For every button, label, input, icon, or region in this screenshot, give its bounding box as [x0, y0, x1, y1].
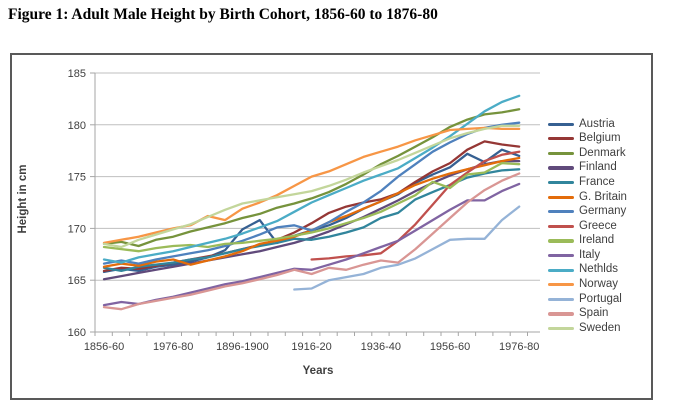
legend-swatch-ireland [548, 239, 574, 243]
legend-item-finland: Finland [548, 161, 652, 176]
legend-swatch-france [548, 181, 574, 185]
legend-item-nethlds: Nethlds [548, 263, 652, 278]
figure-title: Figure 1: Adult Male Height by Birth Coh… [8, 6, 438, 23]
x-tick-label-1: 1976-80 [153, 341, 193, 353]
x-tick-label-5: 1956-60 [430, 341, 470, 353]
y-tick-label-185: 185 [68, 68, 86, 80]
legend-item-greece: Greece [548, 219, 652, 234]
y-tick-label-165: 165 [68, 275, 86, 287]
x-tick-label-2: 1896-1900 [216, 341, 269, 353]
y-tick-label-160: 160 [68, 327, 86, 339]
x-tick-label-0: 1856-60 [84, 341, 124, 353]
legend-item-germany: Germany [548, 205, 652, 220]
legend: Austria Belgium Denmark Finland France G. Bri… [548, 117, 652, 336]
legend-label-nethlds: Nethlds [579, 263, 618, 276]
legend-item-sweden: Sweden [548, 321, 652, 336]
series-line-finland [102, 159, 521, 281]
legend-label-g-britain: G. Britain [579, 190, 627, 203]
legend-item-denmark: Denmark [548, 146, 652, 161]
series-line-denmark [102, 108, 521, 248]
legend-label-italy: Italy [579, 248, 601, 261]
series-line-germany [102, 121, 521, 265]
legend-item-austria: Austria [548, 117, 652, 132]
legend-swatch-italy [548, 254, 574, 258]
legend-swatch-greece [548, 224, 574, 229]
legend-label-germany: Germany [579, 205, 627, 218]
series-line-sweden [102, 124, 521, 249]
x-tick-label-4: 1936-40 [361, 341, 401, 353]
legend-swatch-germany [548, 210, 574, 214]
series-line-france [102, 168, 521, 273]
legend-item-spain: Spain [548, 307, 652, 322]
legend-label-finland: Finland [579, 161, 617, 174]
series-line-portugal [293, 205, 521, 291]
legend-swatch-norway [548, 283, 574, 287]
x-axis-title: Years [302, 365, 334, 377]
chart-frame: Height in cm 160 165 170 175 180 185 1856-60 19… [10, 53, 653, 400]
legend-item-belgium: Belgium [548, 132, 652, 147]
legend-label-norway: Norway [579, 278, 618, 291]
legend-swatch-nethlds [548, 268, 574, 272]
legend-item-g-britain: G. Britain [548, 190, 652, 205]
legend-swatch-finland [548, 166, 574, 170]
legend-label-denmark: Denmark [579, 146, 626, 159]
series-line-greece [310, 150, 521, 261]
x-tick-label-3: 1916-20 [291, 341, 331, 353]
legend-swatch-spain [548, 312, 574, 316]
legend-item-portugal: Portugal [548, 292, 652, 307]
plot-area: 160 165 170 175 180 185 1856-60 1976-80 1896-190… [68, 68, 540, 353]
legend-swatch-portugal [548, 297, 574, 302]
y-tick-label-175: 175 [68, 172, 86, 184]
legend-swatch-austria [548, 122, 574, 126]
legend-item-france: France [548, 175, 652, 190]
series-line-nethlds [102, 94, 521, 264]
legend-item-italy: Italy [548, 248, 652, 263]
series-line-ireland [102, 161, 521, 253]
legend-swatch-denmark [548, 151, 574, 156]
legend-label-ireland: Ireland [579, 234, 615, 247]
series-line-norway [102, 126, 521, 245]
legend-label-belgium: Belgium [579, 132, 621, 145]
legend-label-austria: Austria [579, 117, 615, 130]
x-tick-label-6: 1976-80 [499, 341, 539, 353]
legend-swatch-belgium [548, 137, 574, 141]
legend-label-france: France [579, 175, 615, 188]
y-tick-label-180: 180 [68, 120, 86, 132]
legend-label-greece: Greece [579, 219, 617, 232]
legend-swatch-g-britain [548, 195, 574, 199]
legend-label-sweden: Sweden [579, 321, 621, 334]
y-tick-label-170: 170 [68, 223, 86, 235]
legend-item-ireland: Ireland [548, 234, 652, 249]
legend-item-norway: Norway [548, 278, 652, 293]
series-line-spain [102, 172, 521, 311]
legend-swatch-sweden [548, 327, 574, 331]
legend-label-spain: Spain [579, 307, 609, 320]
legend-label-portugal: Portugal [579, 292, 622, 305]
